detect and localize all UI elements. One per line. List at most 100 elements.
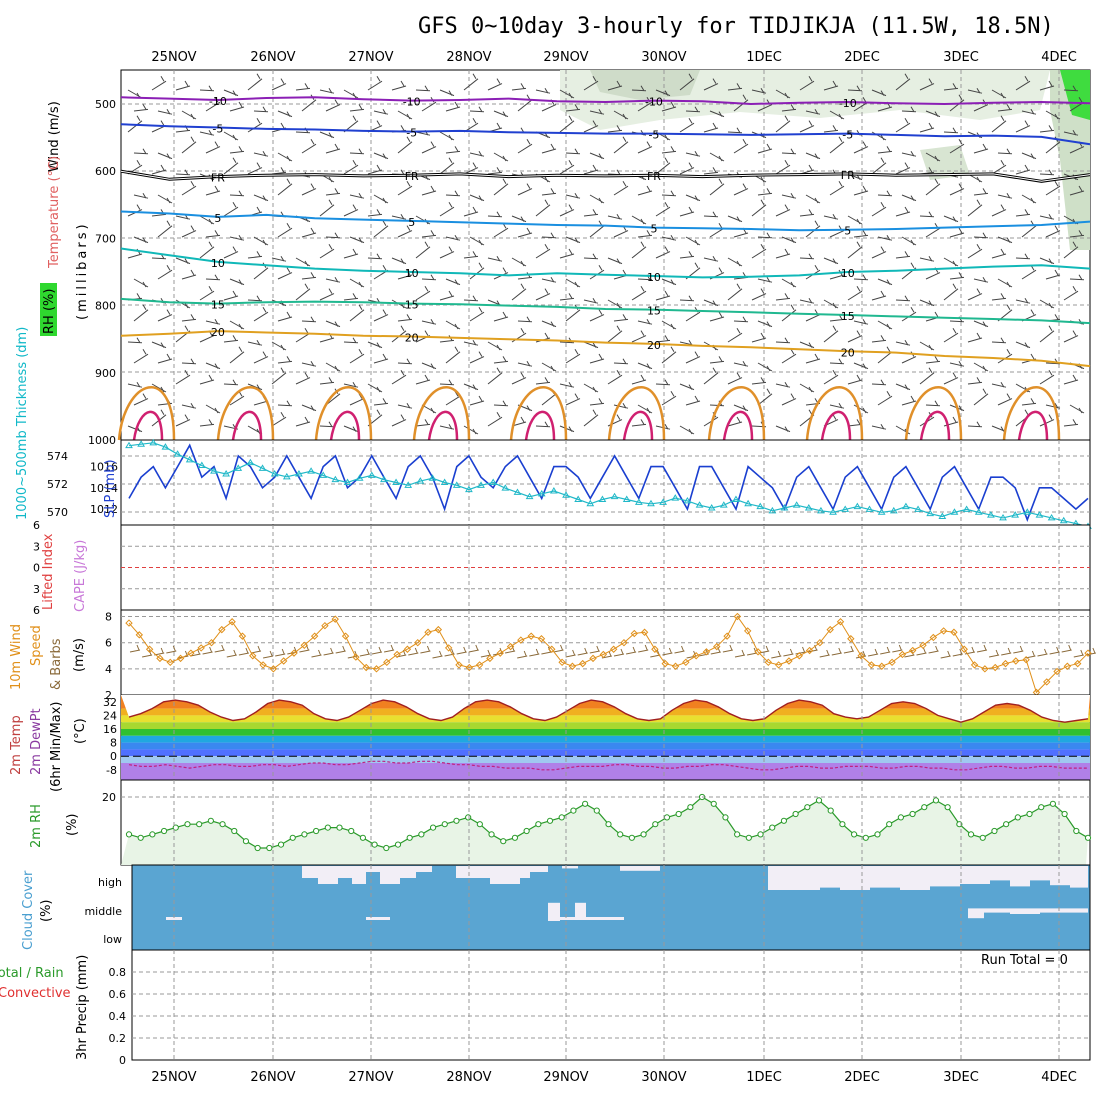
wind-barb: [853, 362, 869, 370]
wind-barb: [271, 367, 287, 385]
wind-barb: [541, 188, 557, 196]
rh-point: [125, 831, 133, 838]
wind-barb: [973, 232, 989, 239]
wind-barb: [1039, 414, 1055, 427]
wind-barb: [517, 227, 533, 238]
wind-barb: [559, 425, 575, 433]
wind-barb: [613, 314, 629, 322]
isotherm-label: 20: [211, 326, 225, 339]
wind-barb: [205, 404, 221, 414]
wind-barb: [277, 400, 293, 407]
wind-barb: [271, 411, 287, 427]
pressure-tick: 1000: [88, 434, 116, 447]
thickness-point: [962, 505, 971, 512]
wind10m-barb: [783, 648, 794, 657]
cloud-level-label: middle: [84, 905, 122, 918]
wind10m-barb: [505, 645, 516, 654]
wind-barb: [559, 159, 575, 175]
wind-speed-point: [414, 638, 422, 647]
thickness-axis-label: 1000~500mb Thickness (dm): [15, 327, 30, 520]
wind-barb: [925, 400, 941, 407]
wind-barb: [655, 157, 671, 175]
li-tick: 0: [33, 562, 40, 575]
wind-barb: [199, 85, 215, 92]
precip-panel: 0 0.2 0.4 0.6 0.8 Run Total = 0 Total / Rain…: [0, 949, 1091, 1067]
thickness-tick: 570: [47, 506, 68, 519]
wind-barb: [349, 304, 365, 322]
wind-barb: [133, 148, 149, 155]
dewpoint-line: [128, 760, 1088, 771]
bottom-date-label: 25NOV: [151, 1070, 196, 1085]
wind-barb: [205, 230, 221, 238]
rh-point: [523, 827, 530, 835]
cloud-cover-label: Cloud Cover: [21, 870, 36, 950]
wind-barb: [709, 178, 725, 196]
wind-barb: [493, 152, 509, 162]
sfc-isotherm: [919, 410, 951, 441]
wind-barb: [535, 87, 551, 94]
lifted-index-cape-panel: 6 3 0 3 6 Lifted Index CAPE (J/kg): [33, 519, 1091, 617]
wind-barb: [253, 150, 269, 157]
wind-barb: [655, 379, 671, 386]
wind10m-barb: [722, 644, 733, 653]
sfc-isotherm: [707, 386, 766, 441]
wind-barb: [181, 358, 197, 365]
wind-barb: [493, 178, 509, 196]
bottom-date-label: 28NOV: [446, 1070, 491, 1085]
wind-barb: [439, 131, 455, 141]
isotherm-label: 20: [405, 332, 419, 345]
wind-barb: [151, 164, 167, 175]
wind-barb: [637, 185, 653, 196]
wind-barb: [373, 309, 389, 322]
wind-barb: [751, 199, 767, 217]
wind-barb: [943, 372, 959, 385]
wind-barb: [199, 374, 215, 385]
rh-point: [710, 800, 717, 807]
isotherm-label: -5: [648, 129, 659, 142]
isotherm-label: FR: [211, 172, 225, 185]
temp2m-label: 2m Temp: [9, 715, 24, 775]
wind-barb: [703, 255, 719, 262]
wind10m-barb: [214, 644, 225, 653]
wind-barb: [421, 185, 437, 196]
wind-barb: [871, 379, 887, 386]
wind-barb: [895, 117, 911, 133]
wind10m-barb: [565, 649, 576, 658]
wind10m-barb: [638, 644, 649, 653]
wind-barb: [805, 194, 821, 204]
top-date-label: 4DEC: [1041, 50, 1077, 65]
wind-barb: [559, 381, 575, 388]
wind10m-barb: [1001, 647, 1012, 656]
rh-point: [862, 834, 869, 841]
wind-barb: [541, 143, 557, 154]
wind-barb: [133, 304, 149, 322]
wind-barb: [775, 115, 791, 133]
wind-barb: [991, 115, 1007, 133]
wind-barb: [487, 211, 503, 218]
wind-barb: [799, 253, 815, 260]
rh-point: [675, 810, 682, 818]
sfc-isotherm: [132, 410, 164, 441]
wind-barb: [277, 222, 293, 238]
wind-barb: [373, 108, 389, 115]
thickness-point: [902, 502, 910, 510]
wind-speed-point: [207, 638, 216, 647]
wind-speed-point: [713, 642, 721, 651]
wind-barb: [319, 288, 335, 301]
wind-speed-point: [816, 638, 824, 647]
wind-barb: [415, 374, 431, 385]
wind-grid: [121, 610, 1090, 695]
wind-barb: [589, 152, 605, 160]
wind-barb: [469, 351, 485, 364]
thickness-point: [428, 474, 437, 481]
rh-point: [546, 817, 554, 824]
wind-barb: [775, 425, 791, 433]
wind-barb: [157, 152, 173, 160]
wind-barb: [871, 335, 887, 343]
wind-barb: [967, 377, 983, 385]
high-cloud-gap: [768, 866, 790, 890]
high-cloud-gap: [520, 866, 530, 878]
wind-barb: [589, 398, 605, 406]
wind-barb: [853, 404, 869, 414]
wind-barb: [967, 199, 983, 217]
